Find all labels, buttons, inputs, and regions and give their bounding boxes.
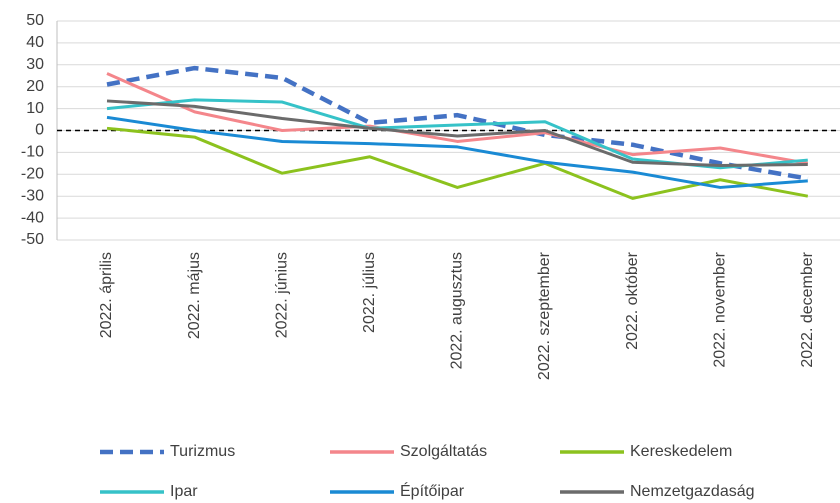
y-tick-label: 30 xyxy=(26,56,44,73)
series-line xyxy=(106,115,808,189)
y-tick-label: 20 xyxy=(26,78,44,95)
series-line xyxy=(106,72,809,165)
legend-label: Turizmus xyxy=(170,443,235,460)
x-tick-label: 2022. augusztus xyxy=(449,252,466,369)
x-tick-label: 2022. április xyxy=(98,252,115,338)
y-tick-label: -50 xyxy=(21,231,44,248)
legend-label: Nemzetgazdaság xyxy=(630,483,755,500)
legend-label: Szolgáltatás xyxy=(400,443,487,460)
series-line xyxy=(106,65,809,181)
y-tick-label: 0 xyxy=(35,122,44,139)
x-tick-label: 2022. december xyxy=(799,251,816,367)
legend-label: Kereskedelem xyxy=(630,443,732,460)
x-tick-label: 2022. november xyxy=(711,251,728,367)
y-tick-label: 50 xyxy=(26,12,44,29)
x-tick-label: 2022. szeptember xyxy=(536,251,553,380)
y-tick-label: -40 xyxy=(21,209,44,226)
y-tick-label: 40 xyxy=(26,34,44,51)
y-tick-label: -30 xyxy=(21,187,44,204)
y-tick-label: -10 xyxy=(21,144,44,161)
legend-label: Ipar xyxy=(170,483,198,500)
y-tick-label: -20 xyxy=(21,166,44,183)
series-line xyxy=(106,126,809,200)
x-tick-label: 2022. július xyxy=(361,252,378,333)
series-line xyxy=(106,99,808,168)
y-tick-label: 10 xyxy=(26,100,44,117)
x-tick-label: 2022. június xyxy=(273,252,290,338)
x-tick-label: 2022. május xyxy=(186,252,203,339)
x-tick-label: 2022. október xyxy=(624,251,641,350)
legend-label: Építőipar xyxy=(400,481,465,500)
